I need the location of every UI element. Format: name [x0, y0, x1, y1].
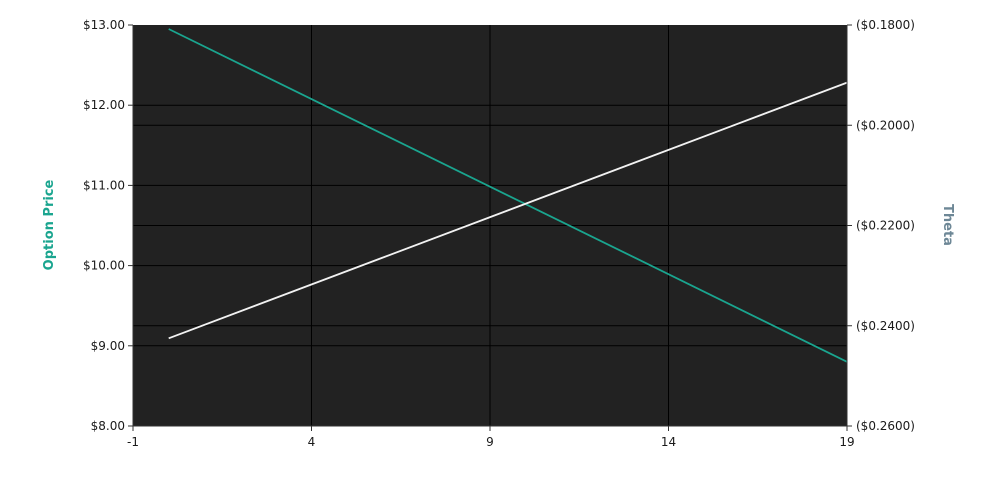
y-right-tick-label: ($0.2200): [856, 219, 915, 233]
y-left-tick-label: $11.00: [83, 178, 125, 192]
y-left-tick-label: $13.00: [83, 18, 125, 32]
x-tick-label: 19: [839, 435, 854, 449]
y-left-tick-label: $9.00: [91, 339, 125, 353]
y-left-tick-label: $8.00: [91, 419, 125, 433]
series-line-right-axis: [168, 81, 848, 340]
x-tick-label: -1: [127, 435, 139, 449]
y-axis-left: $8.00 $9.00 $10.00 $11.00 $12.00 $13.00: [83, 18, 134, 433]
x-tick-label: 9: [486, 435, 494, 449]
y-right-tick-label: ($0.2000): [856, 118, 915, 132]
y-right-tick-label: ($0.2400): [856, 319, 915, 333]
x-axis: -1 4 9 14 19: [127, 425, 855, 449]
y-axis-left-title: Option Price: [42, 179, 57, 270]
x-tick-label: 14: [661, 435, 676, 449]
x-tick-label: 4: [308, 435, 316, 449]
series-line-left-axis: [168, 28, 848, 363]
y-axis-right-title: Theta: [940, 204, 955, 246]
series-layer: [168, 28, 848, 363]
y-left-tick-label: $10.00: [83, 259, 125, 273]
y-axis-right: ($0.2600) ($0.2400) ($0.2200) ($0.2000) ($0.…: [846, 18, 915, 433]
grid: [133, 25, 847, 426]
y-right-tick-label: ($0.2600): [856, 419, 915, 433]
y-right-tick-label: ($0.1800): [856, 18, 915, 32]
y-left-tick-label: $12.00: [83, 98, 125, 112]
